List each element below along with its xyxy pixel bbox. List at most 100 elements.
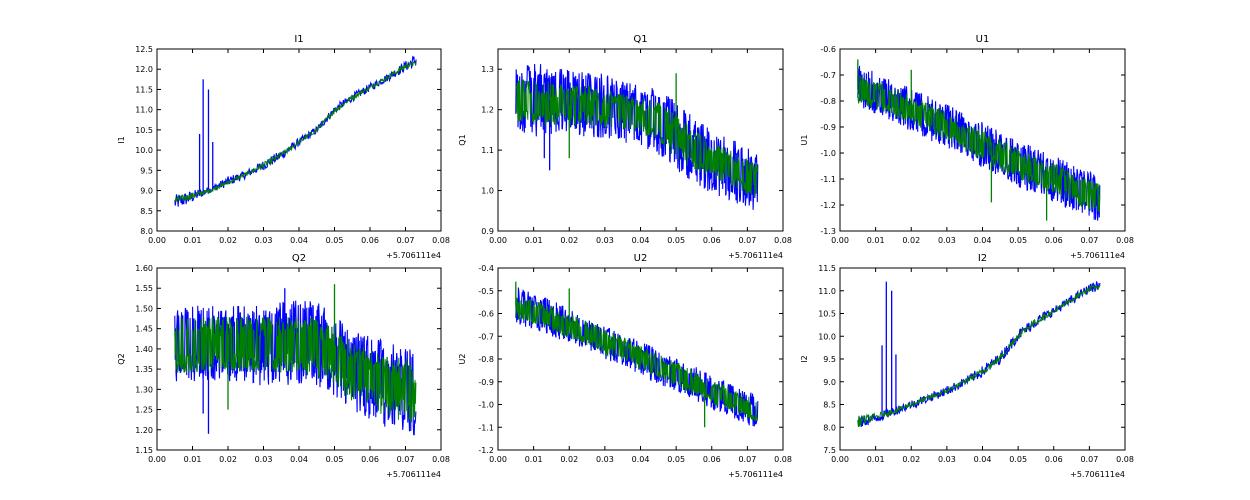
x-offset-label: +5.706111e4 xyxy=(728,470,783,479)
x-tick-label: 0.07 xyxy=(738,455,756,464)
y-tick-label: 11.0 xyxy=(818,287,836,296)
y-tick-label: -1.2 xyxy=(820,201,836,210)
y-tick-label: -1.2 xyxy=(478,446,494,455)
x-tick-label: 0.06 xyxy=(1045,236,1063,245)
y-tick-label: -0.9 xyxy=(820,123,836,132)
subplot-u1: 0.00 0.01 0.02 0.03 0.04 0.05 0.06 0.07 0.08 -1.3… xyxy=(800,34,1134,260)
x-tick-label: 0.08 xyxy=(1116,455,1134,464)
x-tick-label: 0.05 xyxy=(667,236,685,245)
subplot-title: I1 xyxy=(294,34,303,45)
y-tick-label: 1.3 xyxy=(481,65,494,74)
subplot-title: U1 xyxy=(976,34,990,45)
x-tick-label: 0.03 xyxy=(255,455,273,464)
y-tick-label: 1.25 xyxy=(135,406,153,415)
x-tick-label: 0.05 xyxy=(1009,236,1027,245)
x-tick-label: 0.08 xyxy=(774,455,792,464)
y-axis-label: Q1 xyxy=(458,134,467,145)
y-tick-label: -0.4 xyxy=(478,264,494,273)
y-tick-label: -0.8 xyxy=(478,355,494,364)
series-u2-green xyxy=(515,297,759,422)
x-tick-label: 0.02 xyxy=(219,236,237,245)
y-tick-label: 10.5 xyxy=(135,126,153,135)
subplot-title: I2 xyxy=(978,253,987,264)
x-tick-label: 0.02 xyxy=(902,236,920,245)
y-axis-label: I1 xyxy=(117,136,126,143)
y-tick-label: 9.5 xyxy=(823,355,836,364)
x-tick-label: 0.06 xyxy=(361,455,379,464)
series-q2-green xyxy=(174,316,417,423)
y-tick-label: 8.5 xyxy=(140,207,153,216)
x-tick-label: 0.07 xyxy=(397,455,415,464)
x-tick-label: 0.06 xyxy=(361,236,379,245)
y-axis-label: U2 xyxy=(458,354,467,365)
x-tick-label: 0.01 xyxy=(184,455,202,464)
x-tick-label: 0.07 xyxy=(397,236,415,245)
y-tick-label: -0.5 xyxy=(478,287,494,296)
y-tick-label: 8.5 xyxy=(823,401,836,410)
y-tick-label: 10.5 xyxy=(818,310,836,319)
x-offset-label: +5.706111e4 xyxy=(386,470,441,479)
x-tick-label: 0.04 xyxy=(974,236,992,245)
y-tick-label: 9.5 xyxy=(140,166,153,175)
y-tick-label: 11.5 xyxy=(818,264,836,273)
subplot-i2: 0.00 0.01 0.02 0.03 0.04 0.05 0.06 0.07 0.08 7.5 8… xyxy=(800,253,1134,479)
x-tick-label: 0.04 xyxy=(632,455,650,464)
y-tick-label: 1.30 xyxy=(135,385,153,394)
subplot-u2: 0.00 0.01 0.02 0.03 0.04 0.05 0.06 0.07 0.08 -1.2… xyxy=(458,253,792,479)
series-i2-blue xyxy=(857,281,1101,428)
y-axis-label: U1 xyxy=(800,135,809,146)
y-tick-label: -1.3 xyxy=(820,227,836,236)
x-tick-label: 0.08 xyxy=(432,236,450,245)
x-tick-label: 0.01 xyxy=(525,236,543,245)
x-tick-label: 0.00 xyxy=(148,455,166,464)
x-tick-label: 0.03 xyxy=(596,455,614,464)
x-tick-label: 0.05 xyxy=(1009,455,1027,464)
y-tick-label: -0.6 xyxy=(820,45,836,54)
x-offset-label: +5.706111e4 xyxy=(1070,470,1125,479)
x-tick-label: 0.04 xyxy=(290,455,308,464)
y-tick-label: 11.5 xyxy=(135,85,153,94)
y-axis-label: Q2 xyxy=(117,353,126,364)
x-tick-label: 0.06 xyxy=(1045,455,1063,464)
y-tick-label: 1.2 xyxy=(481,106,494,115)
x-tick-label: 0.05 xyxy=(667,455,685,464)
x-tick-label: 0.02 xyxy=(219,455,237,464)
subplot-q2: 0.00 0.01 0.02 0.03 0.04 0.05 0.06 0.07 0.08 1.15… xyxy=(117,253,450,479)
x-tick-label: 0.05 xyxy=(326,455,344,464)
y-tick-label: 9.0 xyxy=(823,378,836,387)
x-tick-label: 0.00 xyxy=(148,236,166,245)
x-tick-label: 0.02 xyxy=(560,236,578,245)
x-tick-label: 0.06 xyxy=(703,455,721,464)
y-tick-label: -0.7 xyxy=(820,71,836,80)
y-tick-label: -0.6 xyxy=(478,310,494,319)
subplot-title: Q1 xyxy=(633,34,647,45)
x-offset-label: +5.706111e4 xyxy=(1070,251,1125,260)
y-tick-label: -0.7 xyxy=(478,332,494,341)
x-tick-label: 0.03 xyxy=(938,236,956,245)
y-tick-label: 8.0 xyxy=(823,423,836,432)
subplot-title: U2 xyxy=(634,253,648,264)
subplot-i1: 0.00 0.01 0.02 0.03 0.04 0.05 0.06 0.07 0.08 8.0 8… xyxy=(117,34,450,260)
y-tick-label: 1.15 xyxy=(135,446,153,455)
x-tick-label: 0.04 xyxy=(974,455,992,464)
subplot-title: Q2 xyxy=(292,253,306,264)
x-tick-label: 0.00 xyxy=(489,236,507,245)
x-tick-label: 0.02 xyxy=(902,455,920,464)
x-tick-label: 0.08 xyxy=(774,236,792,245)
y-tick-label: 1.35 xyxy=(135,365,153,374)
x-tick-label: 0.03 xyxy=(596,236,614,245)
x-tick-label: 0.04 xyxy=(632,236,650,245)
x-tick-label: 0.01 xyxy=(867,236,885,245)
y-tick-label: 1.60 xyxy=(135,264,153,273)
x-tick-label: 0.01 xyxy=(525,455,543,464)
y-tick-label: 8.0 xyxy=(140,227,153,236)
y-tick-label: 1.0 xyxy=(481,187,494,196)
y-tick-label: 1.40 xyxy=(135,345,153,354)
x-tick-label: 0.07 xyxy=(738,236,756,245)
x-tick-label: 0.03 xyxy=(255,236,273,245)
x-tick-label: 0.03 xyxy=(938,455,956,464)
y-tick-label: -1.0 xyxy=(478,401,494,410)
y-tick-label: 1.1 xyxy=(481,146,494,155)
x-offset-label: +5.706111e4 xyxy=(386,251,441,260)
